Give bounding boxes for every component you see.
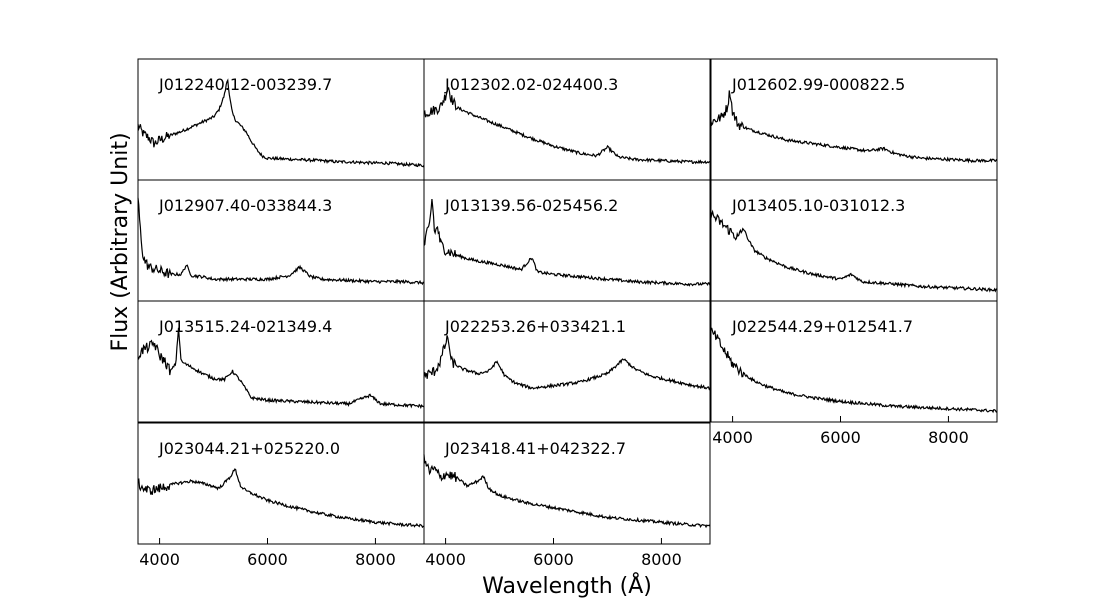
panel-label: J023418.41+042322.7 [444,439,626,458]
panel-label: J012240.12-003239.7 [158,75,332,94]
panel-label: J023044.21+025220.0 [158,439,340,458]
x-axis-label: Wavelength (Å) [482,572,652,599]
spectrum-panel: J012907.40-033844.3 [137,179,425,302]
spectrum-panel: J013139.56-025456.2 [423,179,711,302]
spectrum-line [423,198,711,287]
spectrum-panel: J023418.41+042322.7 4000 6000 8000 [423,422,711,569]
panel-label: J012302.02-024400.3 [444,75,618,94]
panel-frame [710,300,998,423]
spectrum-line [137,197,425,286]
panel-frame [423,300,711,423]
x-tick-label: 4000 [425,550,466,569]
spectrum-line [710,90,998,164]
spectrum-line [710,327,998,414]
spectrum-line [423,454,711,529]
spectrum-panel: J013515.24-021349.4 [137,300,425,423]
panel-label: J013139.56-025456.2 [444,196,618,215]
spectrum-panel: J022544.29+012541.7 4000 6000 8000 [710,300,998,447]
panel-label: J012602.99-000822.5 [731,75,905,94]
panel-label: J013405.10-031012.3 [731,196,905,215]
panel-label: J012907.40-033844.3 [158,196,332,215]
spectrum-panel: J013405.10-031012.3 [710,179,998,302]
spectrum-panel: J012602.99-000822.5 [710,58,998,181]
panel-label: J022544.29+012541.7 [731,317,913,336]
x-tick-label: 4000 [139,550,180,569]
panel-frame [423,422,711,545]
spectrum-line [137,78,425,168]
x-tick-label: 6000 [533,550,574,569]
spectrum-line [137,468,425,529]
x-tick-label: 4000 [712,428,753,447]
x-tick-label: 8000 [641,550,682,569]
panel-label: J022253.26+033421.1 [444,317,626,336]
spectrum-panel: J012240.12-003239.7 [137,58,425,181]
spectrum-line [423,87,711,165]
spectrum-panel: J012302.02-024400.3 [423,58,711,181]
spectrum-line [137,327,425,410]
x-tick-label: 8000 [928,428,969,447]
x-tick-label: 6000 [247,550,288,569]
panel-label: J013515.24-021349.4 [158,317,332,336]
spectrum-line [423,335,711,391]
panels-group: J012240.12-003239.7 J012302.02-024400.3 J0… [137,58,998,569]
spectrum-panel: J022253.26+033421.1 [423,300,711,423]
x-tick-label: 6000 [820,428,861,447]
x-tick-label: 8000 [355,550,396,569]
y-axis-label: Flux (Arbitrary Unit) [108,132,133,351]
spectrum-line [710,209,998,293]
spectrum-panel: J023044.21+025220.0 4000 6000 8000 [137,422,425,569]
